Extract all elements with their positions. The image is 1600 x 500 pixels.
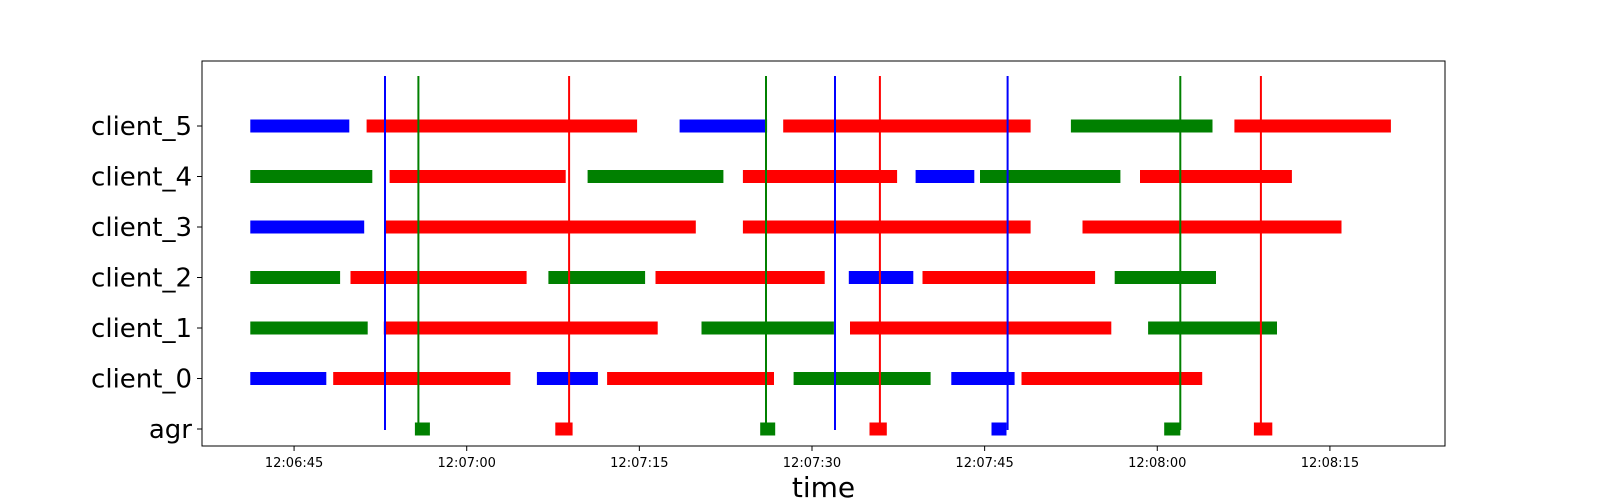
vertical-lines-layer [384,76,1262,430]
segment-client_4-12 [1140,170,1292,183]
segment-client_2-23 [1114,271,1216,284]
segment-client_1-26 [701,321,834,335]
xtick-label-2: 12:07:15 [610,456,668,471]
xtick-label-3: 12:07:30 [783,456,841,471]
segment-client_2-19 [548,271,646,284]
segment-client_0-32 [607,372,774,385]
segment-client_3-13 [250,220,365,234]
segment-client_0-29 [250,372,327,385]
segment-client_2-21 [848,271,914,284]
segment-client_4-7 [389,170,566,183]
ytick-label-agr: agr [149,415,192,445]
xtick-label-0: 12:06:45 [265,456,323,471]
ytick-label-client_5: client_5 [91,112,192,142]
segment-client_0-31 [536,372,598,385]
xtick-label-6: 12:08:15 [1301,456,1359,471]
x-axis-label: time [792,471,855,500]
segment-client_1-28 [1148,321,1277,335]
ytick-label-client_3: client_3 [91,213,192,243]
ytick-label-client_1: client_1 [91,314,192,344]
segment-client_2-20 [655,271,825,284]
ytick-label-client_4: client_4 [91,163,192,193]
ytick-label-client_2: client_2 [91,264,192,294]
x-axis: 12:06:45 12:07:00 12:07:15 12:07:30 12:07:45… [265,446,1359,471]
segment-client_5-0 [250,119,350,133]
segment-agr-40 [991,422,1007,436]
y-axis: agr client_0 client_1 client_2 client_3 clien… [91,112,202,445]
segment-client_5-1 [366,119,638,133]
plot-frame [201,60,1446,447]
segment-client_1-25 [383,321,658,335]
segment-client_0-35 [1021,372,1203,385]
segment-agr-42 [1253,422,1273,436]
segment-client_0-33 [793,372,931,385]
segment-client_3-14 [385,220,696,234]
segment-client_4-9 [742,170,898,183]
segment-client_5-3 [783,119,1031,133]
segment-client_4-10 [915,170,975,183]
segment-client_2-22 [922,271,1096,284]
segment-client_2-17 [250,271,341,284]
segment-client_5-2 [679,119,768,133]
segment-client_5-5 [1234,119,1391,133]
ytick-label-client_0: client_0 [91,365,192,395]
segment-client_0-34 [951,372,1015,385]
xtick-label-4: 12:07:45 [955,456,1013,471]
segment-client_1-27 [850,321,1112,335]
xtick-label-1: 12:07:00 [438,456,496,471]
segment-client_3-15 [742,220,1031,234]
xtick-label-5: 12:08:00 [1128,456,1186,471]
segment-client_4-11 [980,170,1121,183]
segment-client_1-24 [250,321,368,335]
segment-agr-38 [760,422,776,436]
segment-agr-39 [869,422,887,436]
segment-client_2-18 [350,271,527,284]
segment-client_5-4 [1070,119,1213,133]
segment-agr-41 [1164,422,1181,436]
segment-client_4-6 [250,170,373,183]
segments-layer [250,119,1391,436]
segment-client_3-16 [1082,220,1342,234]
segment-agr-36 [414,422,430,436]
segment-client_0-30 [333,372,511,385]
segment-client_4-8 [587,170,724,183]
